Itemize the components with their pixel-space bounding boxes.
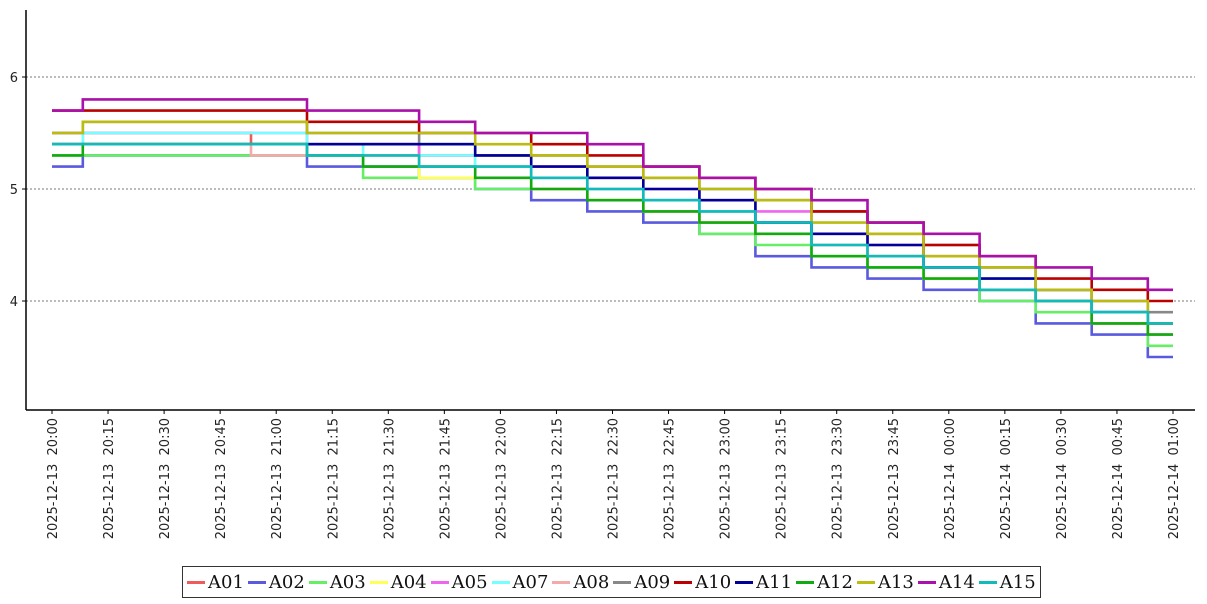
legend-item-a10: A10: [674, 572, 731, 593]
legend-label: A15: [999, 571, 1036, 593]
legend-label: A11: [756, 571, 793, 593]
x-tick-label: 2025-12-13 20:45: [214, 418, 229, 539]
series-line-a04: [52, 142, 1173, 325]
series-line-a14: [52, 98, 1173, 292]
legend-label: A03: [329, 571, 366, 593]
legend-swatch: [430, 580, 449, 584]
x-tick-label: 2025-12-13 22:45: [663, 418, 678, 539]
legend-swatch: [978, 580, 997, 584]
series-line-a03: [52, 154, 1173, 348]
x-tick-label: 2025-12-13 20:15: [102, 418, 117, 539]
legend-swatch: [613, 580, 632, 584]
x-tick-label: 2025-12-14 00:00: [943, 418, 958, 539]
x-tick-label: 2025-12-14 00:45: [1111, 418, 1126, 539]
legend-label: A14: [938, 571, 975, 593]
x-tick-label: 2025-12-13 21:15: [326, 418, 341, 539]
legend-swatch: [917, 580, 936, 584]
x-tick-label: 2025-12-13 23:45: [887, 418, 902, 539]
legend-label: A04: [390, 571, 427, 593]
legend-item-a02: A02: [247, 571, 305, 593]
legend-label: A13: [877, 571, 914, 593]
series-line-a05: [52, 131, 1173, 325]
legend-item-a13: A13: [856, 571, 914, 593]
series-line-a13: [52, 120, 1173, 325]
legend-swatch: [552, 580, 571, 584]
x-tick-label: 2025-12-13 22:00: [494, 418, 509, 539]
x-tick-label: 2025-12-14 01:00: [1167, 418, 1182, 539]
y-tick-label: 6: [10, 71, 18, 86]
legend-item-a15: A15: [978, 571, 1036, 593]
x-tick-label: 2025-12-13 20:30: [158, 418, 173, 539]
legend-item-a14: A14: [917, 571, 975, 593]
legend-swatch: [369, 580, 388, 584]
legend-item-a11: A11: [735, 572, 792, 593]
series-line-a15: [52, 142, 1173, 325]
legend-swatch: [674, 580, 693, 584]
series-group: [52, 98, 1173, 359]
legend-label: A09: [634, 571, 671, 593]
series-line-a10: [52, 109, 1173, 303]
x-tick-label: 2025-12-14 00:30: [1055, 418, 1070, 539]
legend-label: A08: [573, 571, 610, 593]
series-line-a08: [52, 142, 1173, 336]
x-tick-label: 2025-12-13 20:00: [46, 418, 61, 539]
series-line-a07: [52, 131, 1173, 336]
x-tick-label: 2025-12-13 23:30: [831, 418, 846, 539]
legend-label: A12: [817, 571, 853, 593]
legend-item-a04: A04: [369, 571, 427, 593]
legend-label: A02: [268, 571, 305, 593]
x-tick-label: 2025-12-14 00:15: [999, 418, 1014, 539]
x-tick-label: 2025-12-13 21:30: [382, 418, 397, 539]
x-tick-label: 2025-12-13 23:15: [775, 418, 790, 539]
legend-item-a09: A09: [613, 572, 670, 593]
legend-label: A01: [208, 571, 244, 593]
series-line-a09: [52, 120, 1173, 314]
legend-swatch: [308, 580, 327, 584]
legend-swatch: [187, 580, 205, 584]
x-tick-label: 2025-12-13 21:00: [270, 418, 285, 539]
legend-item-a05: A05: [430, 571, 488, 593]
x-tick-label: 2025-12-13 23:00: [719, 418, 734, 539]
legend-swatch: [796, 580, 815, 584]
legend-label: A10: [695, 571, 732, 593]
chart-legend: A01 A02 A03 A04 A05 A07 A08 A09 A10 A11 A12 A13 A14 A…: [182, 566, 1041, 598]
legend-item-a03: A03: [308, 571, 366, 593]
legend-item-a12: A12: [796, 572, 853, 593]
legend-swatch: [735, 580, 754, 584]
x-tick-label: 2025-12-13 22:15: [550, 418, 565, 539]
series-line-a01: [52, 131, 1173, 336]
y-tick-label: 4: [10, 295, 18, 310]
series-line-a11: [52, 142, 1173, 325]
x-tick-label: 2025-12-13 21:45: [438, 418, 453, 539]
y-tick-label: 5: [10, 183, 18, 198]
legend-item-a01: A01: [187, 572, 244, 593]
legend-item-a08: A08: [552, 572, 609, 593]
series-line-a12: [52, 142, 1173, 336]
legend-label: A05: [451, 571, 488, 593]
legend-label: A07: [512, 571, 549, 593]
legend-swatch: [856, 580, 875, 584]
legend-item-a07: A07: [491, 571, 549, 593]
legend-swatch: [491, 580, 510, 584]
x-tick-label: 2025-12-13 22:30: [607, 418, 622, 539]
legend-swatch: [247, 580, 266, 584]
